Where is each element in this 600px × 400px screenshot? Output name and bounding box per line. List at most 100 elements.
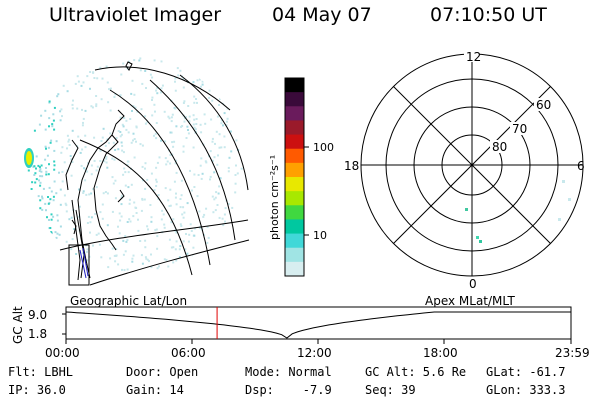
uv-speckle (222, 124, 224, 127)
uv-speckle (101, 77, 104, 80)
uv-speckle (133, 93, 136, 96)
info-glon: GLon: 333.3 (486, 383, 566, 397)
uv-speckle (192, 81, 195, 84)
uv-speckle (171, 113, 174, 116)
uv-speckle (115, 248, 118, 251)
uv-speckle (155, 137, 158, 140)
altitude-curve (65, 311, 571, 339)
uv-speckle (138, 59, 141, 62)
uv-speckle (120, 73, 123, 76)
uv-speckle (133, 201, 136, 204)
uv-speckle (224, 220, 226, 223)
uv-speckle (93, 77, 96, 79)
uv-speckle (109, 257, 112, 260)
uv-speckle (183, 117, 186, 120)
polar-emission-spots (465, 180, 571, 243)
uv-speckle (199, 123, 202, 126)
uv-speckle (204, 160, 207, 163)
uv-speckle (153, 134, 155, 137)
colorbar-band (285, 205, 304, 220)
uv-speckle (190, 189, 193, 192)
mlt-label-18: 18 (344, 159, 359, 173)
uv-speckle (144, 70, 147, 72)
uv-speckle (52, 199, 55, 202)
uv-speckle (90, 192, 93, 195)
uv-speckle (104, 191, 107, 193)
uv-speckle (168, 205, 171, 207)
uv-speckle (161, 84, 164, 87)
uv-speckle (195, 118, 198, 120)
uv-speckle (230, 150, 233, 153)
uv-speckle (133, 59, 136, 62)
uv-speckle (68, 144, 71, 146)
uv-speckle (174, 162, 177, 165)
uv-speckle (163, 110, 166, 113)
uv-speckle (40, 114, 43, 117)
uv-speckle-bright (34, 172, 37, 175)
uv-speckle (86, 259, 89, 262)
uv-speckle (90, 173, 93, 176)
uv-speckle (78, 205, 81, 208)
uv-speckle (178, 256, 181, 259)
info-gain: Gain: 14 (126, 383, 184, 397)
uv-speckle (112, 182, 115, 185)
uv-speckle (220, 119, 223, 122)
uv-speckle (219, 177, 222, 180)
uv-speckle (137, 229, 140, 232)
uv-speckle (182, 86, 185, 89)
uv-speckle (151, 114, 154, 117)
colorbar-band (285, 247, 304, 263)
uv-speckle (150, 172, 153, 175)
uv-speckle (144, 239, 147, 242)
uv-speckle (134, 106, 137, 109)
colorbar-band (285, 106, 304, 121)
uv-speckle (66, 147, 68, 150)
uv-speckle (172, 218, 175, 221)
uv-speckle (200, 157, 203, 160)
uv-speckle (156, 247, 159, 250)
uv-speckle (115, 137, 118, 139)
uv-speckle (127, 186, 130, 189)
uv-speckle (201, 80, 204, 83)
uv-speckle-bright (50, 213, 53, 216)
uv-speckle (135, 140, 137, 143)
uv-speckle (210, 118, 213, 121)
uv-speckle (140, 108, 143, 111)
uv-speckle (78, 188, 80, 191)
uv-speckle (130, 183, 133, 186)
uv-speckle (128, 198, 131, 201)
uv-speckle (211, 159, 214, 162)
uv-speckle (89, 71, 92, 73)
uv-speckle (193, 126, 196, 129)
uv-speckle (126, 268, 129, 271)
uv-speckle (84, 134, 87, 137)
colorbar-band (285, 191, 304, 206)
uv-speckle-bright (45, 147, 47, 150)
geographic-label: Geographic Lat/Lon (70, 294, 188, 308)
uv-speckle (156, 86, 159, 89)
uv-speckle (235, 139, 238, 142)
uv-speckle (70, 174, 73, 177)
uv-speckle (120, 203, 123, 206)
uv-speckle (205, 161, 208, 164)
uv-speckle (81, 252, 84, 255)
altitude-strip: GC Alt 9.0 1.8 00:00 06:00 12:00 18:00 2… (11, 306, 590, 360)
uv-speckle (165, 258, 168, 261)
uv-speckle (59, 110, 62, 113)
uv-speckle (196, 195, 199, 198)
uv-speckle (141, 82, 144, 85)
uv-speckle (84, 109, 87, 112)
polar-mlt-plot: 12 18 6 0 60 70 80 (342, 50, 585, 291)
uv-speckle (175, 259, 178, 262)
uv-speckle (164, 157, 167, 160)
uv-speckle (157, 197, 160, 200)
uv-speckle (227, 203, 230, 205)
uv-speckle (107, 266, 110, 269)
uv-speckle (179, 198, 182, 200)
uv-speckle (119, 219, 122, 222)
uv-speckle (134, 206, 137, 209)
uv-speckle (144, 246, 147, 249)
uv-speckle (107, 142, 110, 145)
uv-speckle (170, 221, 173, 224)
uv-speckle (114, 149, 117, 151)
